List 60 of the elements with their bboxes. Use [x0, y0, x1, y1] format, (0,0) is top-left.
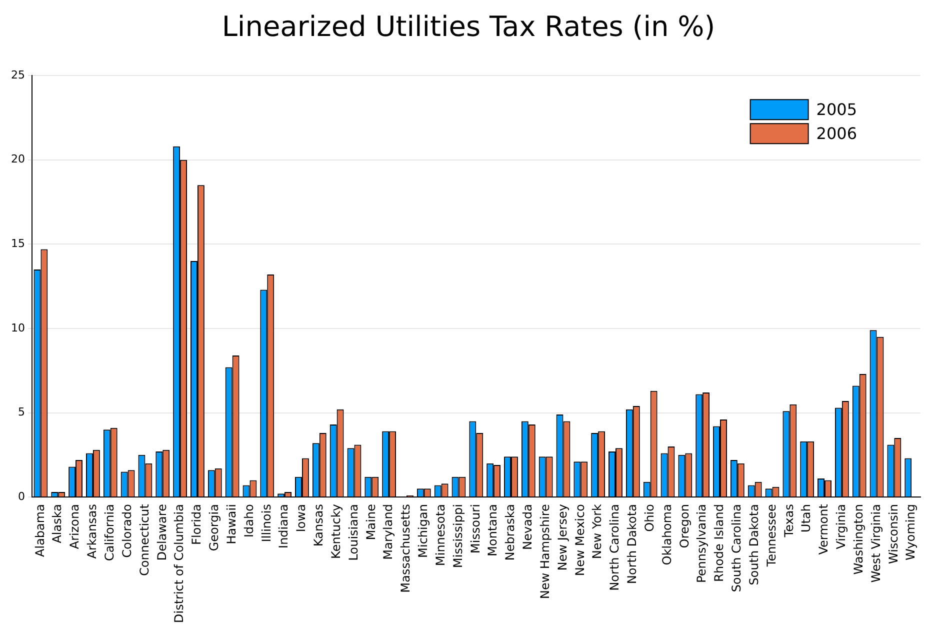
- x-tick-label: Arizona: [68, 504, 82, 550]
- x-tick-label: Mississippi: [450, 504, 465, 568]
- x-tick-label: South Carolina: [730, 504, 744, 592]
- x-tick-label: Missouri: [468, 504, 482, 554]
- x-tick-label: Montana: [486, 504, 500, 556]
- x-tick-label: North Carolina: [608, 504, 622, 591]
- x-tick-label: Washington: [851, 504, 866, 575]
- x-tick-label: Kansas: [312, 504, 326, 547]
- legend-label: 2005: [816, 100, 858, 119]
- x-tick-label: Texas: [782, 504, 796, 538]
- x-tick-label: Iowa: [294, 504, 308, 532]
- x-tick-label: California: [102, 504, 117, 562]
- x-tick-label: New Jersey: [555, 504, 570, 571]
- x-tick-label: District of Columbia: [172, 504, 186, 623]
- y-tick-label: 5: [18, 406, 25, 419]
- x-tick-label: Michigan: [416, 504, 430, 558]
- x-tick-label: Idaho: [242, 504, 256, 538]
- x-tick-label: Wyoming: [904, 504, 918, 560]
- x-tick-label: Oregon: [677, 504, 692, 548]
- x-tick-label: Louisiana: [346, 504, 360, 561]
- x-tick-label: Kentucky: [328, 504, 343, 559]
- x-tick-label: New York: [590, 504, 604, 559]
- x-tick-label: Vermont: [816, 504, 831, 555]
- y-tick-label: 25: [10, 68, 25, 82]
- x-tick-label: West Virginia: [868, 504, 883, 583]
- x-tick-label: Hawaii: [224, 504, 238, 544]
- x-tick-label: Florida: [190, 504, 204, 545]
- y-tick-label: 20: [10, 152, 25, 166]
- x-tick-label: Rhode Island: [712, 504, 726, 582]
- y-tick-label: 0: [18, 490, 25, 503]
- x-tick-label: Indiana: [276, 504, 291, 548]
- x-tick-label: Alabama: [32, 504, 47, 557]
- x-tick-label: Illinois: [259, 504, 274, 542]
- legend-label: 2006: [816, 124, 858, 143]
- x-tick-label: Pennsylvania: [694, 504, 709, 583]
- x-tick-label: Alaska: [50, 504, 64, 544]
- x-tick-label: Ohio: [642, 504, 656, 532]
- x-tick-label: Nevada: [520, 504, 535, 550]
- x-tick-label: South Dakota: [746, 504, 761, 586]
- x-tick-label: New Hampshire: [538, 504, 552, 599]
- x-tick-label: Utah: [799, 504, 814, 532]
- x-tick-label: Colorado: [120, 504, 134, 558]
- y-tick-label: 15: [10, 237, 25, 250]
- x-tick-label: Maryland: [381, 504, 396, 560]
- chart-title: Linearized Utilities Tax Rates (in %): [222, 10, 716, 44]
- x-tick-label: Tennessee: [764, 504, 778, 568]
- x-tick-label: Maine: [364, 504, 378, 540]
- x-tick-label: Wisconsin: [886, 504, 900, 564]
- x-tick-label: North Dakota: [625, 504, 640, 584]
- x-tick-label: New Mexico: [572, 504, 587, 576]
- x-tick-label: Massachusetts: [398, 504, 413, 593]
- x-tick-label: Connecticut: [137, 504, 152, 576]
- x-tick-label: Delaware: [154, 504, 169, 561]
- x-tick-label: Oklahoma: [660, 504, 674, 566]
- x-tick-label: Arkansas: [85, 504, 100, 559]
- x-tick-label: Minnesota: [433, 504, 448, 566]
- x-tick-label: Nebraska: [503, 504, 518, 561]
- x-tick-label: Virginia: [834, 504, 848, 550]
- y-tick-label: 10: [10, 321, 25, 334]
- x-tick-label: Georgia: [207, 504, 222, 552]
